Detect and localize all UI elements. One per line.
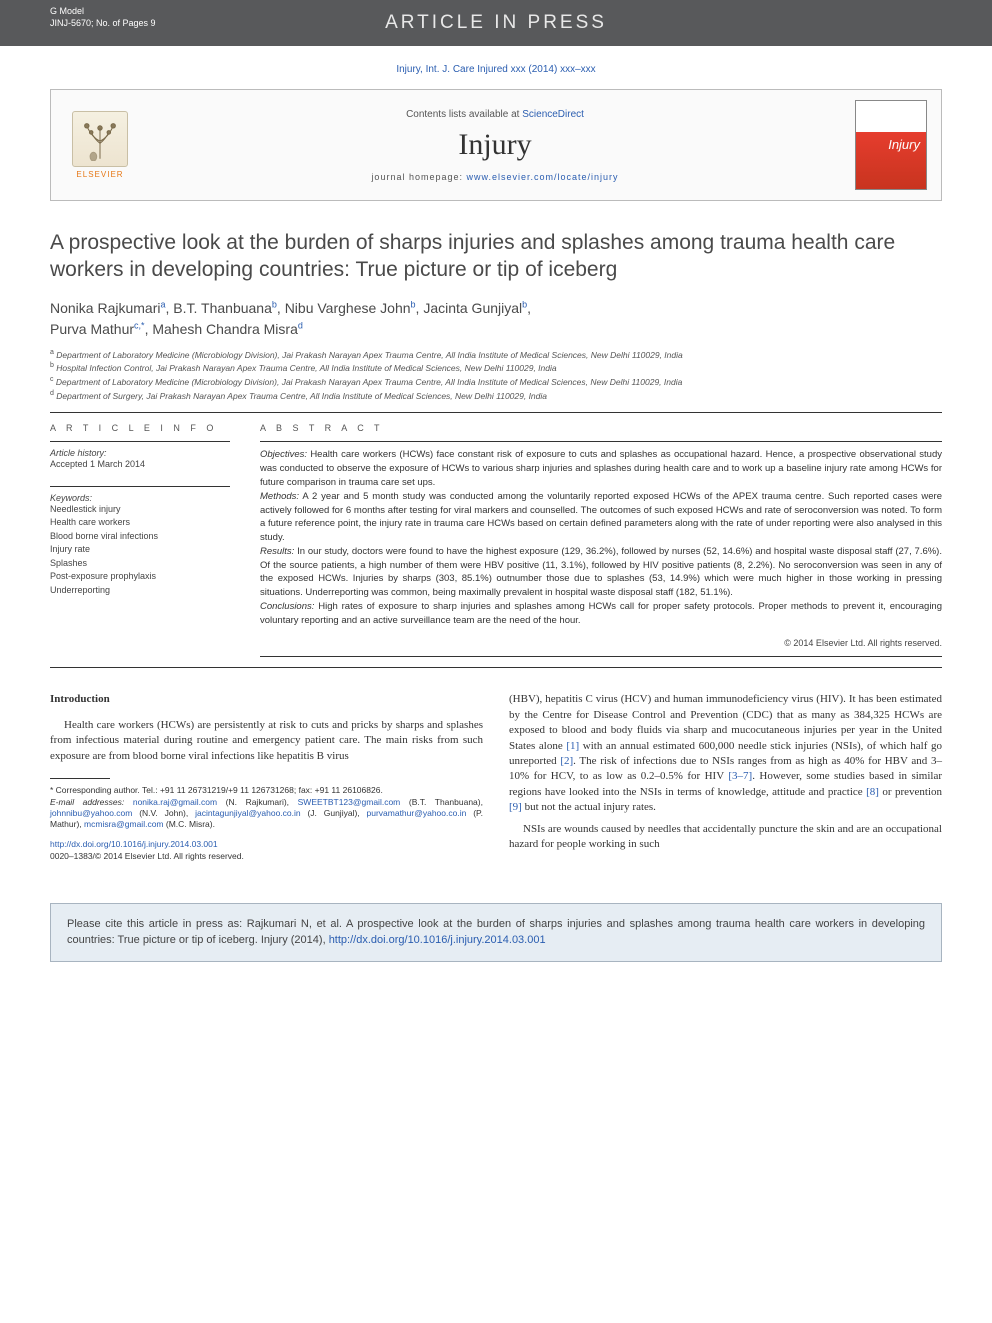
author-list: Nonika Rajkumaria, B.T. Thanbuanab, Nibu…: [50, 298, 942, 340]
elsevier-tree-icon: [72, 111, 128, 167]
pdf-header-meta: G Model JINJ-5670; No. of Pages 9: [50, 6, 156, 29]
conclusions-label: Conclusions:: [260, 601, 314, 612]
methods-text: A 2 year and 5 month study was conducted…: [260, 491, 942, 543]
citation-box: Please cite this article in press as: Ra…: [50, 903, 942, 962]
author: B.T. Thanbuanab: [173, 300, 277, 316]
masthead-center: Contents lists available at ScienceDirec…: [135, 109, 855, 182]
footnotes: * Corresponding author. Tel.: +91 11 267…: [50, 785, 483, 831]
journal-reference-line: Injury, Int. J. Care Injured xxx (2014) …: [50, 64, 942, 75]
objectives-label: Objectives:: [260, 449, 307, 460]
elsevier-wordmark: ELSEVIER: [76, 170, 123, 179]
abstract-heading: A B S T R A C T: [260, 423, 942, 433]
body-paragraph: Health care workers (HCWs) are persisten…: [50, 718, 483, 764]
doi-link[interactable]: http://dx.doi.org/10.1016/j.injury.2014.…: [50, 839, 218, 849]
citation-link[interactable]: [1]: [566, 740, 579, 752]
abstract-bottom-rule: [260, 656, 942, 657]
author: Nibu Varghese Johnb: [285, 300, 416, 316]
conclusions-text: High rates of exposure to sharp injuries…: [260, 601, 942, 626]
keyword: Injury rate: [50, 543, 230, 557]
citation-link[interactable]: [8]: [866, 786, 879, 798]
keyword: Underreporting: [50, 584, 230, 598]
contents-available-line: Contents lists available at ScienceDirec…: [135, 109, 855, 120]
sciencedirect-link[interactable]: ScienceDirect: [522, 109, 584, 120]
keywords-block: Keywords: Needlestick injury Health care…: [50, 486, 230, 598]
page-content: Injury, Int. J. Care Injured xxx (2014) …: [0, 46, 992, 883]
info-abstract-row: A R T I C L E I N F O Article history: A…: [50, 423, 942, 657]
keywords-label: Keywords:: [50, 493, 230, 503]
abstract-body: Objectives: Health care workers (HCWs) f…: [260, 441, 942, 657]
objectives-text: Health care workers (HCWs) face constant…: [260, 449, 942, 488]
body-paragraph: (HBV), hepatitis C virus (HCV) and human…: [509, 692, 942, 815]
affiliation: a Department of Laboratory Medicine (Mic…: [50, 348, 942, 362]
homepage-prefix: journal homepage:: [371, 172, 466, 182]
citation-link[interactable]: [3–7]: [728, 770, 752, 782]
email-link[interactable]: nonika.raj@gmail.com: [133, 797, 217, 807]
abstract-copyright: © 2014 Elsevier Ltd. All rights reserved…: [260, 637, 942, 650]
footnote-separator: [50, 778, 110, 779]
journal-name: Injury: [135, 128, 855, 162]
affiliation: b Hospital Infection Control, Jai Prakas…: [50, 361, 942, 375]
keyword: Blood borne viral infections: [50, 530, 230, 544]
email-link[interactable]: jacintagunjiyal@yahoo.co.in: [195, 808, 301, 818]
corresponding-author-note: * Corresponding author. Tel.: +91 11 267…: [50, 785, 483, 796]
issn-copyright: 0020–1383/© 2014 Elsevier Ltd. All right…: [50, 851, 244, 861]
article-title: A prospective look at the burden of shar…: [50, 229, 942, 284]
keyword: Post-exposure prophylaxis: [50, 570, 230, 584]
journal-homepage-line: journal homepage: www.elsevier.com/locat…: [135, 172, 855, 182]
methods-label: Methods:: [260, 491, 299, 502]
keyword: Splashes: [50, 557, 230, 571]
article-in-press-watermark: ARTICLE IN PRESS: [385, 12, 607, 34]
author: Purva Mathurc,*: [50, 321, 145, 337]
author: Mahesh Chandra Misrad: [152, 321, 303, 337]
cover-title: Injury: [888, 137, 920, 152]
email-addresses: E-mail addresses: nonika.raj@gmail.com (…: [50, 797, 483, 831]
affiliation: c Department of Laboratory Medicine (Mic…: [50, 375, 942, 389]
author: Jacinta Gunjiyalb: [423, 300, 527, 316]
results-text: In our study, doctors were found to have…: [260, 546, 942, 598]
email-link[interactable]: SWEETBT123@gmail.com: [298, 797, 401, 807]
accepted-date: Accepted 1 March 2014: [50, 458, 230, 472]
pdf-header-bar: G Model JINJ-5670; No. of Pages 9 ARTICL…: [0, 0, 992, 46]
body-columns: Introduction Health care workers (HCWs) …: [50, 692, 942, 862]
introduction-heading: Introduction: [50, 692, 483, 707]
divider: [50, 412, 942, 413]
email-label: E-mail addresses:: [50, 797, 124, 807]
affiliation: d Department of Surgery, Jai Prakash Nar…: [50, 389, 942, 403]
g-model-label: G Model: [50, 6, 156, 18]
journal-cover-thumbnail: Injury: [855, 100, 927, 190]
keyword: Needlestick injury: [50, 503, 230, 517]
doc-id: JINJ-5670; No. of Pages 9: [50, 18, 156, 30]
citation-link[interactable]: [2]: [560, 755, 573, 767]
article-info-heading: A R T I C L E I N F O: [50, 423, 230, 433]
body-paragraph: NSIs are wounds caused by needles that a…: [509, 822, 942, 853]
author: Nonika Rajkumaria: [50, 300, 166, 316]
body-column-right: (HBV), hepatitis C virus (HCV) and human…: [509, 692, 942, 862]
article-history-block: Article history: Accepted 1 March 2014: [50, 441, 230, 472]
abstract-column: A B S T R A C T Objectives: Health care …: [260, 423, 942, 657]
affiliations: a Department of Laboratory Medicine (Mic…: [50, 348, 942, 403]
doi-block: http://dx.doi.org/10.1016/j.injury.2014.…: [50, 839, 483, 863]
article-info-column: A R T I C L E I N F O Article history: A…: [50, 423, 230, 657]
elsevier-logo: ELSEVIER: [65, 111, 135, 179]
email-link[interactable]: mcmisra@gmail.com: [84, 819, 163, 829]
divider: [50, 667, 942, 668]
journal-masthead: ELSEVIER Contents lists available at Sci…: [50, 89, 942, 201]
body-column-left: Introduction Health care workers (HCWs) …: [50, 692, 483, 862]
email-link[interactable]: johnnibu@yahoo.com: [50, 808, 132, 818]
cite-doi-link[interactable]: http://dx.doi.org/10.1016/j.injury.2014.…: [329, 934, 546, 946]
contents-prefix: Contents lists available at: [406, 109, 522, 120]
history-label: Article history:: [50, 448, 230, 458]
journal-homepage-link[interactable]: www.elsevier.com/locate/injury: [467, 172, 619, 182]
results-label: Results:: [260, 546, 294, 557]
keyword: Health care workers: [50, 516, 230, 530]
citation-link[interactable]: [9]: [509, 801, 522, 813]
email-link[interactable]: purvamathur@yahoo.co.in: [367, 808, 467, 818]
